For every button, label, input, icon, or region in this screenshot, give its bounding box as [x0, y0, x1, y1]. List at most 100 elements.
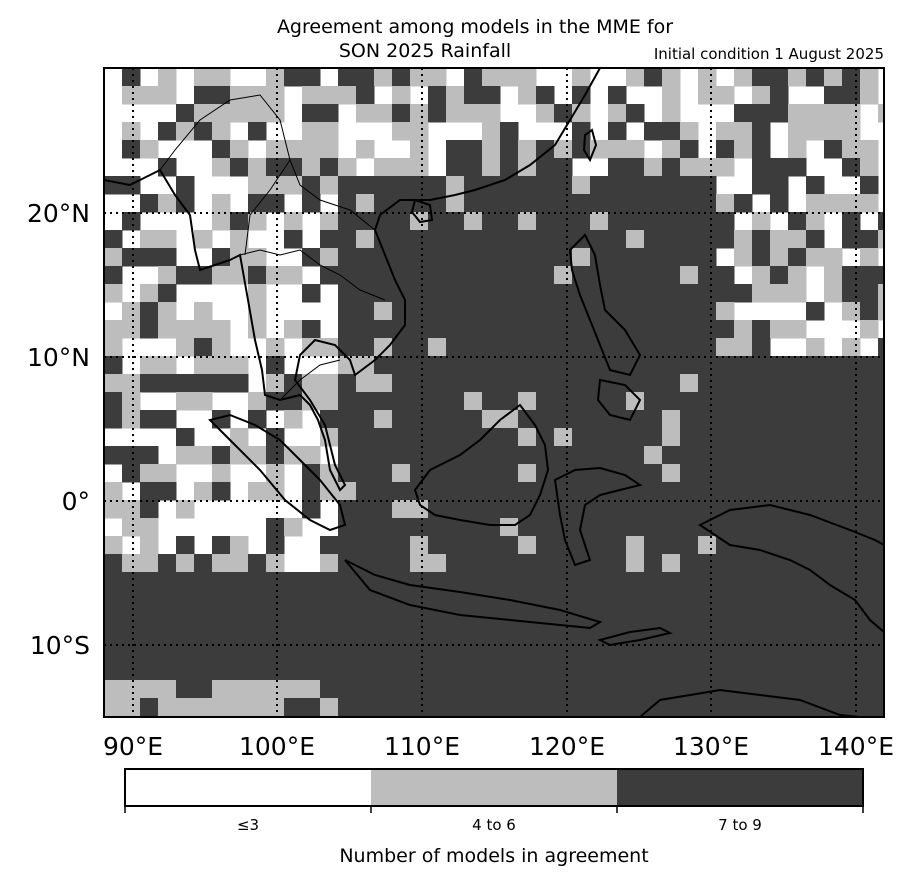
agreement-cell [878, 212, 884, 231]
agreement-cell [158, 644, 177, 663]
agreement-cell [158, 194, 177, 213]
agreement-cell [518, 500, 537, 519]
agreement-cell [464, 572, 483, 591]
agreement-cell [590, 626, 609, 645]
coast-sumatra [208, 413, 347, 532]
agreement-cell [770, 608, 789, 627]
agreement-cell [140, 284, 159, 303]
agreement-cell [374, 302, 393, 321]
agreement-cell [410, 374, 429, 393]
agreement-cell [626, 518, 645, 537]
agreement-cell [734, 572, 753, 591]
agreement-cell [608, 266, 627, 285]
agreement-cell [518, 212, 537, 231]
agreement-cell [590, 482, 609, 501]
agreement-cell [536, 356, 555, 375]
agreement-cell [320, 248, 339, 267]
agreement-cell [122, 698, 141, 717]
agreement-cell [428, 410, 447, 429]
agreement-cell [338, 266, 357, 285]
agreement-cell [680, 392, 699, 411]
agreement-cell [392, 500, 411, 519]
agreement-cell [374, 608, 393, 627]
agreement-cell [428, 536, 447, 555]
agreement-cell [842, 194, 861, 213]
agreement-cell [572, 356, 591, 375]
agreement-cell [158, 662, 177, 681]
agreement-cell [194, 104, 213, 123]
agreement-cell [716, 212, 735, 231]
agreement-cell [122, 518, 141, 537]
lat-label-10s: 10°S [30, 631, 90, 660]
agreement-cell [392, 230, 411, 249]
agreement-cell [302, 140, 321, 159]
agreement-cell [572, 122, 591, 141]
agreement-cell [518, 392, 537, 411]
agreement-cell [752, 410, 771, 429]
agreement-cell [734, 428, 753, 447]
agreement-cell [410, 626, 429, 645]
agreement-cell [230, 158, 249, 177]
agreement-cell [662, 248, 681, 267]
agreement-cell [482, 68, 501, 87]
agreement-cell [554, 194, 573, 213]
agreement-cell [752, 356, 771, 375]
agreement-cell [356, 374, 375, 393]
agreement-cell [680, 302, 699, 321]
agreement-cell [266, 680, 285, 699]
agreement-cell [626, 104, 645, 123]
agreement-cell [824, 500, 843, 519]
agreement-cell [626, 302, 645, 321]
agreement-cell [284, 320, 303, 339]
agreement-grid [104, 68, 884, 717]
agreement-cell [590, 572, 609, 591]
agreement-cell [464, 644, 483, 663]
agreement-cell [140, 140, 159, 159]
agreement-cell [644, 662, 663, 681]
agreement-cell [608, 392, 627, 411]
agreement-cell [590, 518, 609, 537]
agreement-cell [824, 392, 843, 411]
agreement-cell [482, 410, 501, 429]
agreement-cell [212, 68, 231, 87]
agreement-cell [392, 608, 411, 627]
agreement-cell [302, 176, 321, 195]
agreement-cell [716, 536, 735, 555]
agreement-cell [716, 554, 735, 573]
agreement-cell [842, 446, 861, 465]
agreement-cell [338, 698, 357, 717]
agreement-cell [410, 140, 429, 159]
agreement-cell [176, 536, 195, 555]
agreement-cell [806, 446, 825, 465]
agreement-cell [248, 680, 267, 699]
agreement-cell [464, 320, 483, 339]
agreement-cell [518, 554, 537, 573]
agreement-cell [446, 554, 465, 573]
agreement-cell [590, 230, 609, 249]
agreement-cell [266, 158, 285, 177]
agreement-cell [806, 356, 825, 375]
agreement-cell [644, 554, 663, 573]
agreement-cell [392, 356, 411, 375]
agreement-cell [230, 86, 249, 105]
agreement-cell [248, 644, 267, 663]
agreement-cell [842, 662, 861, 681]
agreement-cell [266, 554, 285, 573]
agreement-cell [500, 518, 519, 537]
agreement-cell [410, 464, 429, 483]
agreement-cell [374, 374, 393, 393]
agreement-cell [770, 194, 789, 213]
agreement-cell [842, 410, 861, 429]
agreement-cell [626, 698, 645, 717]
agreement-cell [518, 140, 537, 159]
agreement-cell [536, 374, 555, 393]
agreement-cell [446, 338, 465, 357]
agreement-cell [752, 608, 771, 627]
agreement-cell [518, 626, 537, 645]
agreement-cell [554, 428, 573, 447]
agreement-cell [716, 266, 735, 285]
agreement-cell [536, 140, 555, 159]
agreement-cell [842, 266, 861, 285]
agreement-cell [572, 86, 591, 105]
agreement-cell [806, 302, 825, 321]
